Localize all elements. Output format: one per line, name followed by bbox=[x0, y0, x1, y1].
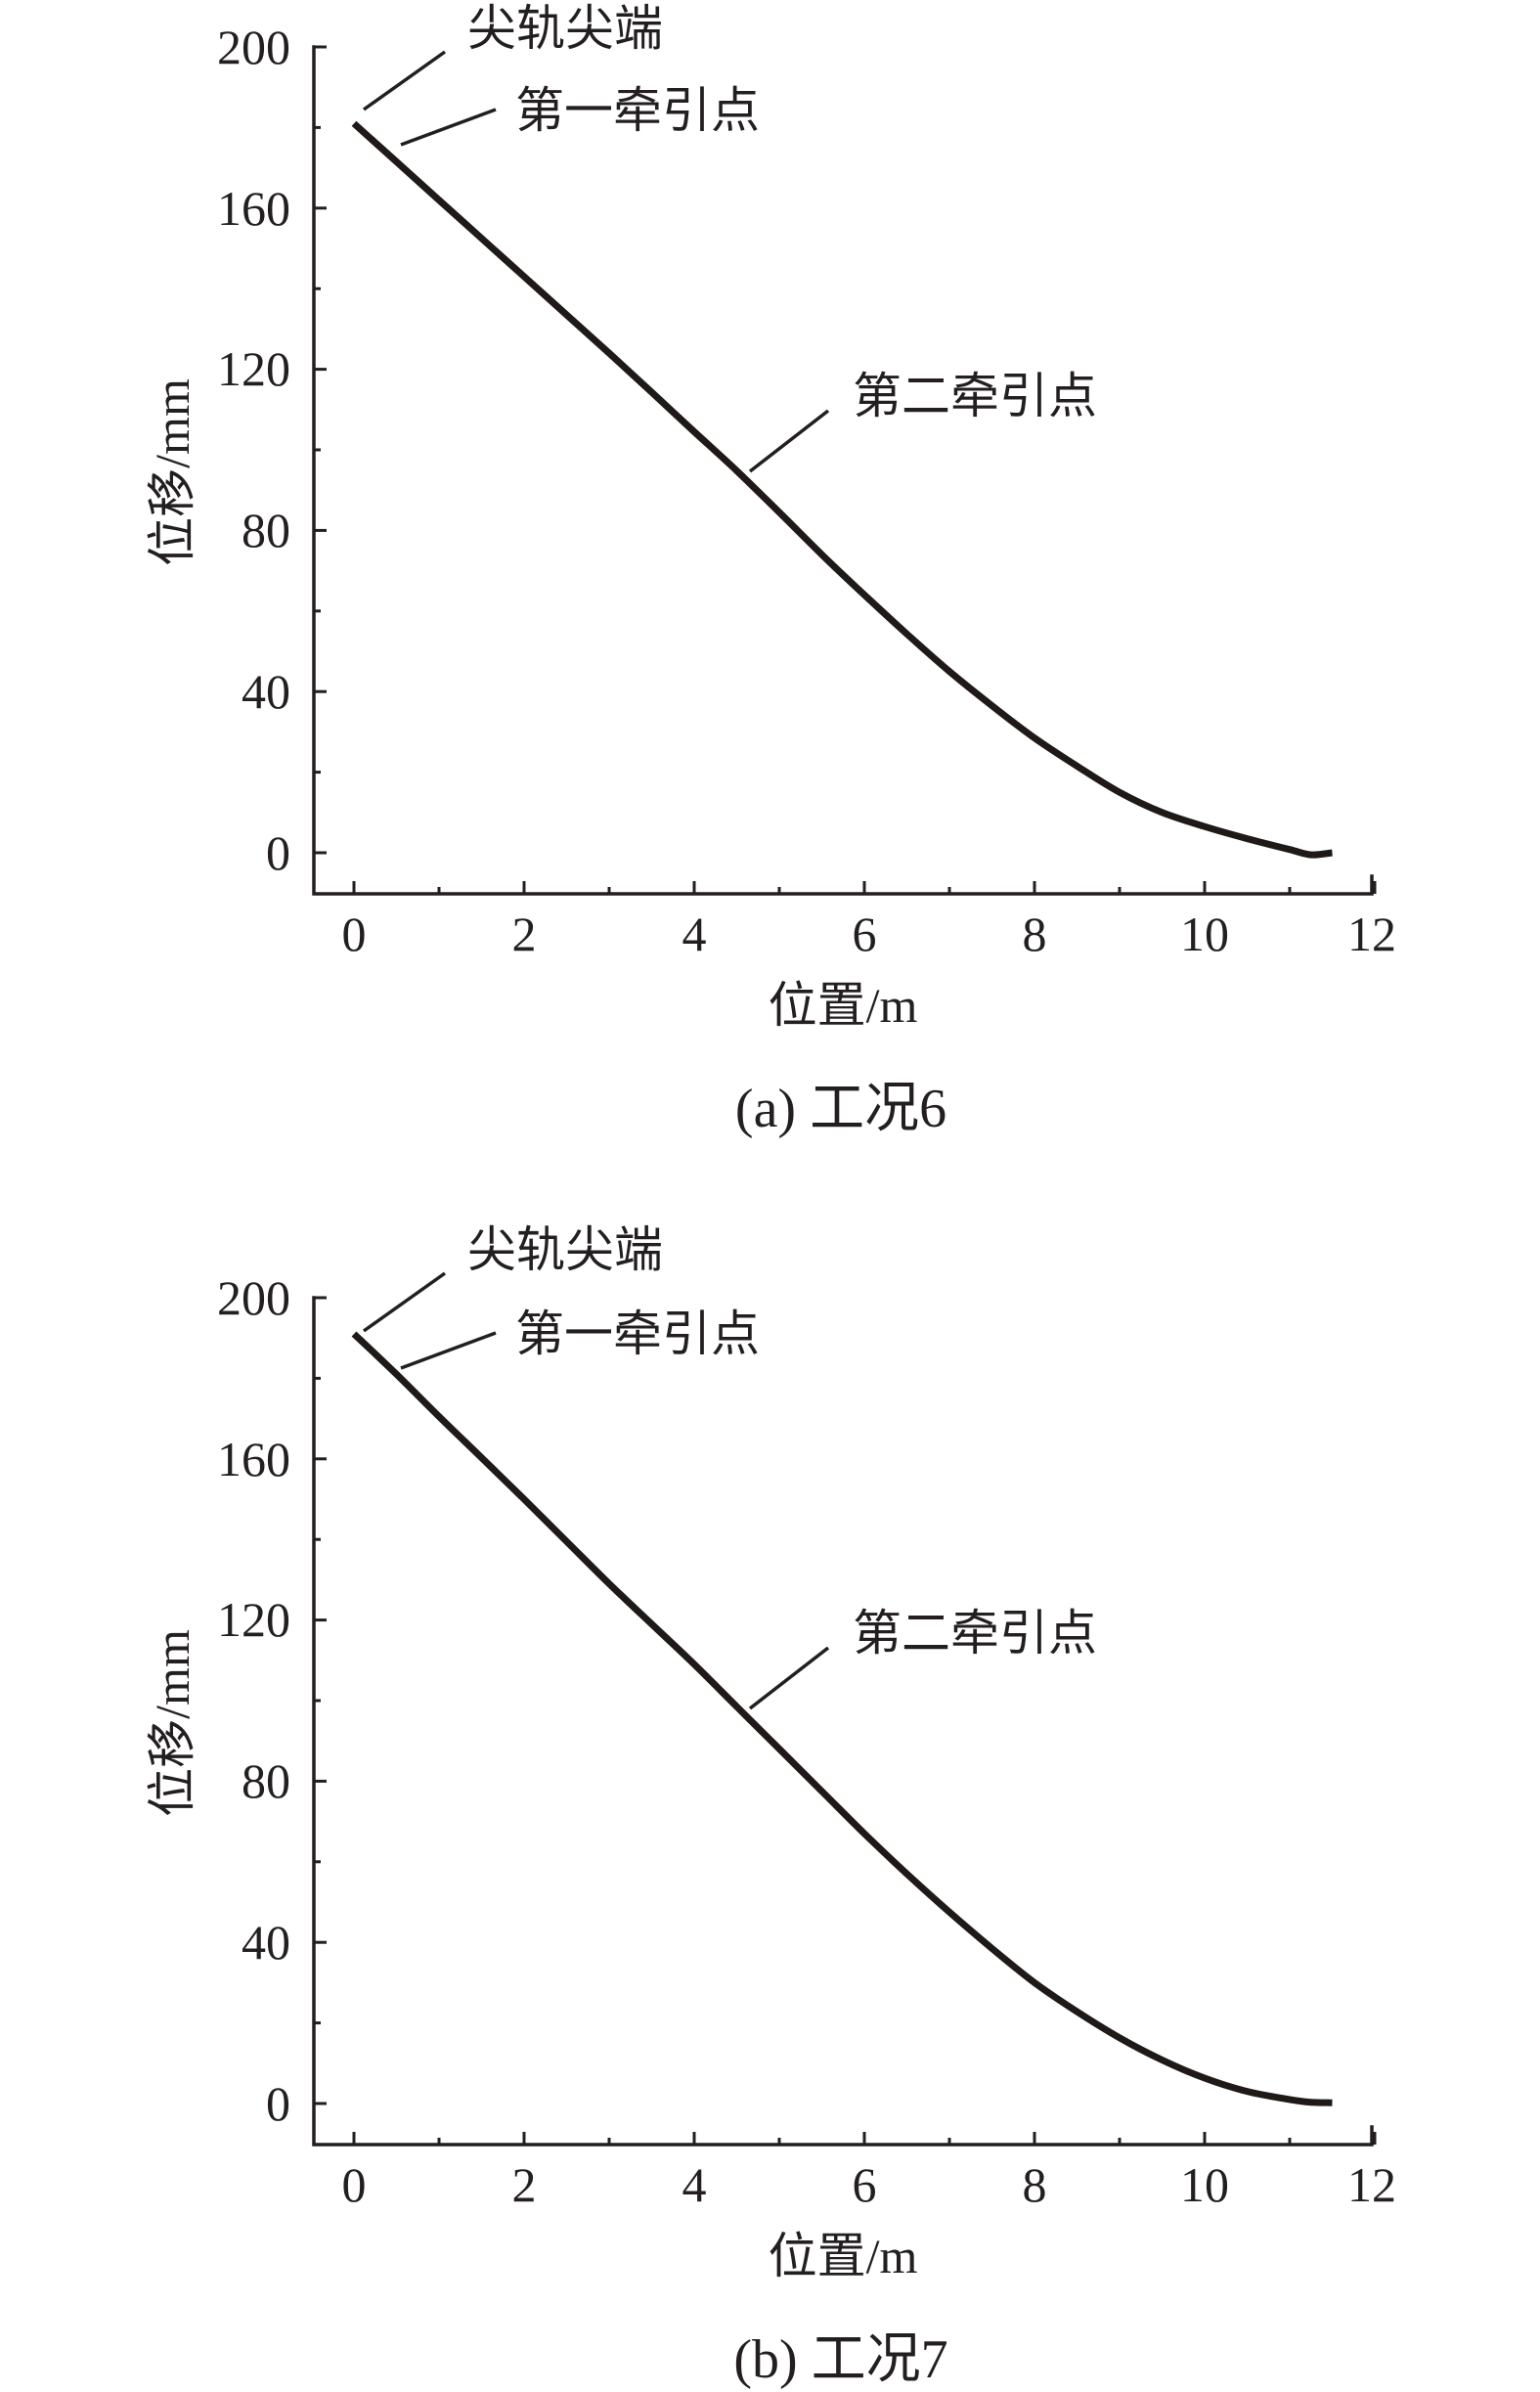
axis-ticks bbox=[314, 1296, 1377, 2145]
x-tick-label: 2 bbox=[512, 907, 537, 961]
y-tick-label: 200 bbox=[217, 1270, 290, 1325]
annotation-leader-tip bbox=[362, 50, 447, 111]
annotation-switch-rail-tip: 尖轨尖端 bbox=[467, 1222, 663, 1277]
x-tick-label: 4 bbox=[682, 2157, 707, 2212]
panel-caption: (a) 工况6 bbox=[735, 1079, 946, 1139]
y-tick-label: 0 bbox=[266, 825, 290, 880]
x-axis-title: 位置/m bbox=[769, 2229, 918, 2283]
x-tick-label: 10 bbox=[1180, 2157, 1229, 2212]
x-tick-label: 8 bbox=[1023, 907, 1047, 961]
chart-panel-a: 0 40 80 120 160 200 0 2 4 6 8 10 12 位移/m… bbox=[145, 1, 1396, 1139]
y-axis-title: 位移/mm bbox=[145, 1629, 199, 1817]
y-tick-label: 120 bbox=[217, 341, 290, 396]
x-axis-title: 位置/m bbox=[769, 978, 918, 1033]
axis-ticks bbox=[314, 45, 1377, 894]
x-tick-label: 0 bbox=[342, 2157, 367, 2212]
annotation-first-traction-point: 第一牵引点 bbox=[515, 83, 760, 138]
y-tick-label: 0 bbox=[266, 2076, 290, 2131]
panel-caption: (b) 工况7 bbox=[733, 2329, 947, 2390]
y-tick-label: 40 bbox=[242, 664, 290, 719]
annotation-first-traction-point: 第一牵引点 bbox=[515, 1307, 760, 1361]
y-tick-label: 80 bbox=[242, 503, 290, 557]
y-tick-label: 120 bbox=[217, 1592, 290, 1647]
chart-panel-b: 0 40 80 120 160 200 0 2 4 6 8 10 12 位移/m… bbox=[145, 1222, 1396, 2390]
axes-frame bbox=[312, 1296, 1374, 2147]
x-tick-label: 2 bbox=[512, 2157, 537, 2212]
axes-frame bbox=[312, 45, 1374, 896]
y-tick-label: 80 bbox=[242, 1753, 290, 1808]
y-tick-label: 160 bbox=[217, 1432, 290, 1486]
annotation-leader-second-traction bbox=[748, 409, 830, 473]
y-tick-label: 160 bbox=[217, 181, 290, 236]
displacement-curve bbox=[351, 120, 1333, 859]
annotation-leader-first-traction bbox=[400, 108, 497, 147]
annotation-second-traction-point: 第二牵引点 bbox=[853, 369, 1097, 423]
displacement-curve bbox=[351, 1331, 1333, 2106]
x-tick-label: 10 bbox=[1180, 907, 1229, 961]
x-tick-label: 6 bbox=[853, 907, 877, 961]
annotation-leader-first-traction bbox=[400, 1331, 497, 1370]
x-tick-label: 8 bbox=[1023, 2157, 1047, 2212]
x-tick-label: 12 bbox=[1347, 2157, 1396, 2212]
y-tick-label: 40 bbox=[242, 1915, 290, 1970]
x-tick-label: 0 bbox=[342, 907, 367, 961]
y-axis-title: 位移/mm bbox=[145, 378, 199, 566]
x-tick-label: 4 bbox=[682, 907, 707, 961]
annotation-switch-rail-tip: 尖轨尖端 bbox=[467, 1, 663, 56]
y-tick-label: 200 bbox=[217, 20, 290, 74]
annotation-leader-second-traction bbox=[748, 1646, 830, 1710]
x-tick-label: 12 bbox=[1347, 907, 1396, 961]
annotation-leader-tip bbox=[362, 1271, 447, 1333]
annotation-second-traction-point: 第二牵引点 bbox=[853, 1606, 1097, 1661]
x-tick-label: 6 bbox=[853, 2157, 877, 2212]
